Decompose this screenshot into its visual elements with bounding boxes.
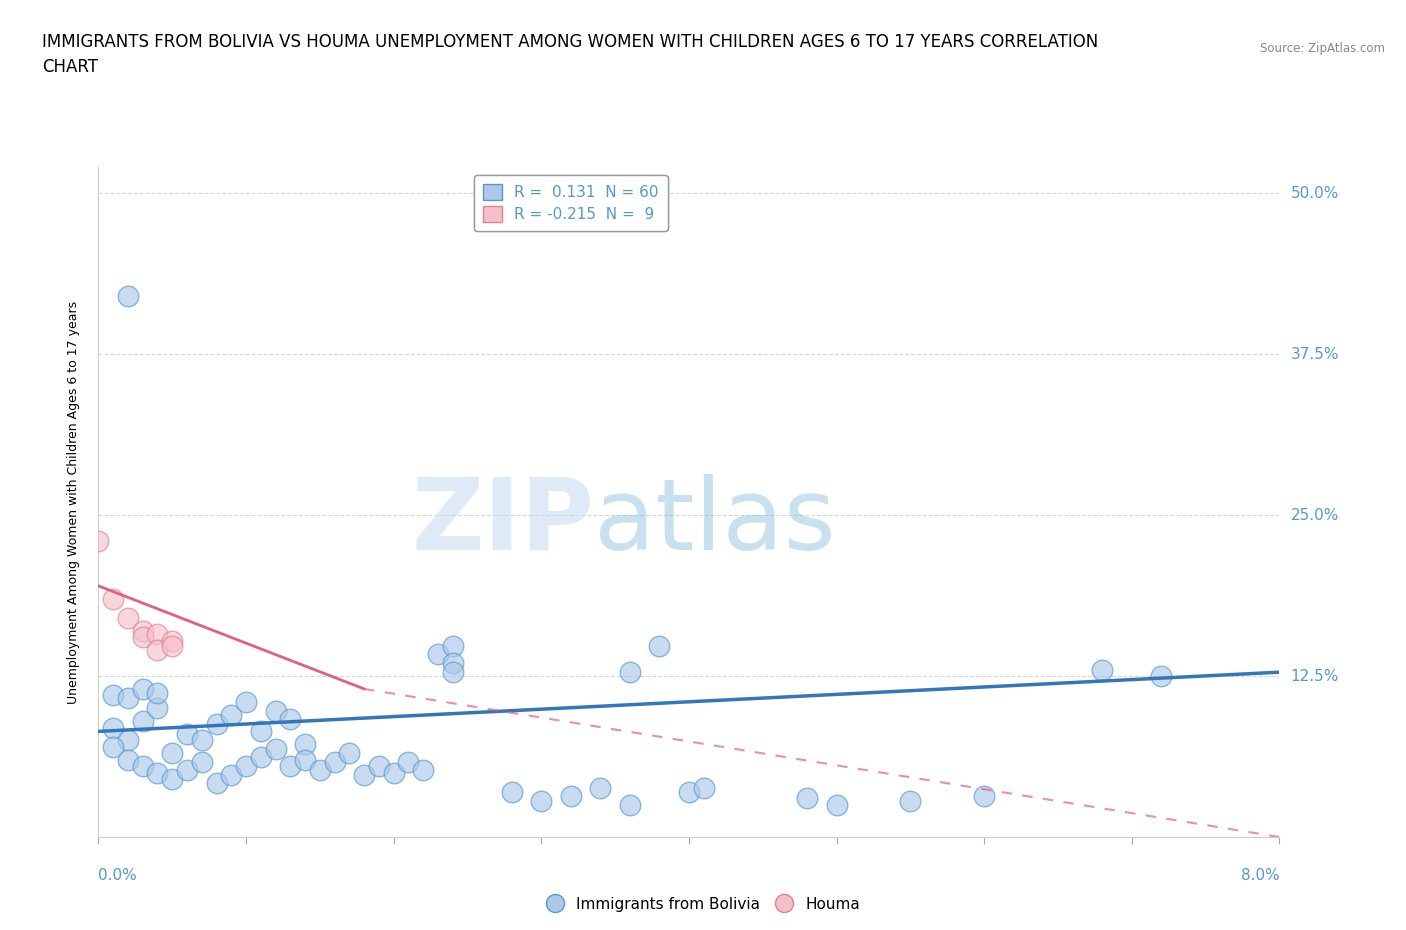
Point	[1091, 662, 1114, 677]
Point	[796, 790, 818, 805]
Point	[530, 793, 553, 808]
Point	[323, 755, 346, 770]
Point	[441, 665, 464, 680]
Text: 25.0%: 25.0%	[1291, 508, 1339, 523]
Text: IMMIGRANTS FROM BOLIVIA VS HOUMA UNEMPLOYMENT AMONG WOMEN WITH CHILDREN AGES 6 T: IMMIGRANTS FROM BOLIVIA VS HOUMA UNEMPLO…	[42, 33, 1098, 50]
Text: ZIP: ZIP	[412, 473, 595, 571]
Point	[205, 716, 228, 731]
Point	[162, 639, 183, 654]
Point	[162, 746, 183, 761]
Point	[1150, 669, 1173, 684]
Point	[132, 623, 155, 638]
Point	[87, 534, 110, 549]
Point	[235, 695, 257, 710]
Point	[560, 789, 582, 804]
Point	[146, 626, 169, 641]
Point	[205, 776, 228, 790]
Point	[441, 639, 464, 654]
Point	[441, 656, 464, 671]
Point	[825, 797, 848, 812]
Point	[278, 711, 301, 726]
Point	[278, 759, 301, 774]
Text: 0.0%: 0.0%	[98, 868, 138, 883]
Point	[396, 755, 419, 770]
Point	[117, 752, 139, 767]
Point	[294, 752, 316, 767]
Text: 12.5%: 12.5%	[1291, 669, 1339, 684]
Text: Source: ZipAtlas.com: Source: ZipAtlas.com	[1260, 42, 1385, 55]
Point	[382, 765, 405, 780]
Point	[191, 755, 214, 770]
Point	[619, 797, 641, 812]
Point	[132, 713, 155, 728]
Point	[117, 733, 139, 748]
Point	[250, 724, 273, 738]
Text: atlas: atlas	[595, 473, 837, 571]
Point	[235, 759, 257, 774]
Point	[619, 665, 641, 680]
Y-axis label: Unemployment Among Women with Children Ages 6 to 17 years: Unemployment Among Women with Children A…	[67, 300, 80, 704]
Legend: R =  0.131  N = 60, R = -0.215  N =  9: R = 0.131 N = 60, R = -0.215 N = 9	[474, 175, 668, 232]
Point	[294, 737, 316, 751]
Point	[132, 630, 155, 644]
Point	[162, 772, 183, 787]
Point	[678, 785, 700, 800]
Point	[264, 742, 287, 757]
Point	[146, 643, 169, 658]
Point	[219, 707, 242, 722]
Point	[103, 720, 124, 735]
Point	[176, 763, 198, 777]
Point	[426, 646, 449, 661]
Point	[412, 763, 434, 777]
Point	[589, 780, 612, 795]
Point	[973, 789, 995, 804]
Point	[103, 688, 124, 703]
Point	[103, 739, 124, 754]
Text: CHART: CHART	[42, 58, 98, 75]
Point	[117, 288, 139, 303]
Point	[132, 759, 155, 774]
Point	[353, 768, 375, 783]
Point	[146, 701, 169, 716]
Point	[146, 685, 169, 700]
Point	[103, 591, 124, 606]
Point	[176, 726, 198, 741]
Point	[117, 690, 139, 705]
Text: 37.5%: 37.5%	[1291, 347, 1339, 362]
Point	[367, 759, 389, 774]
Point	[264, 703, 287, 718]
Point	[250, 750, 273, 764]
Point	[219, 768, 242, 783]
Point	[337, 746, 360, 761]
Point	[898, 793, 921, 808]
Point	[308, 763, 332, 777]
Point	[693, 780, 716, 795]
Point	[162, 634, 183, 649]
Point	[501, 785, 523, 800]
Point	[146, 765, 169, 780]
Point	[191, 733, 214, 748]
Text: 50.0%: 50.0%	[1291, 186, 1339, 201]
Point	[648, 639, 671, 654]
Point	[132, 682, 155, 697]
Point	[117, 611, 139, 626]
Text: 8.0%: 8.0%	[1240, 868, 1279, 883]
Legend: Immigrants from Bolivia, Houma: Immigrants from Bolivia, Houma	[540, 891, 866, 918]
